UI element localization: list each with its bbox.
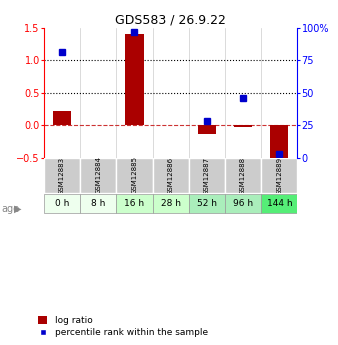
Bar	[225, 158, 261, 193]
Bar	[261, 158, 297, 193]
Text: age: age	[2, 204, 20, 214]
Bar	[44, 158, 80, 193]
Title: GDS583 / 26.9.22: GDS583 / 26.9.22	[115, 13, 226, 27]
Text: GSM12888: GSM12888	[240, 156, 246, 195]
Bar	[189, 194, 225, 213]
Bar	[270, 125, 288, 161]
Bar	[116, 158, 152, 193]
Bar	[116, 194, 152, 213]
Text: 28 h: 28 h	[161, 198, 181, 207]
Text: 96 h: 96 h	[233, 198, 253, 207]
Bar	[53, 111, 71, 125]
Bar	[261, 194, 297, 213]
Text: GSM12885: GSM12885	[131, 157, 138, 195]
Bar	[80, 158, 116, 193]
Bar	[189, 158, 225, 193]
Text: 0 h: 0 h	[55, 198, 69, 207]
Bar	[152, 194, 189, 213]
Text: GSM12886: GSM12886	[168, 156, 174, 195]
Text: 16 h: 16 h	[124, 198, 145, 207]
Text: GSM12889: GSM12889	[276, 156, 282, 195]
Text: 8 h: 8 h	[91, 198, 105, 207]
Bar	[198, 125, 216, 134]
Bar	[125, 34, 144, 125]
Bar	[225, 194, 261, 213]
Bar	[152, 158, 189, 193]
Bar	[80, 194, 116, 213]
Text: 144 h: 144 h	[267, 198, 292, 207]
Text: ▶: ▶	[14, 204, 21, 214]
Text: GSM12887: GSM12887	[204, 156, 210, 195]
Bar	[44, 194, 80, 213]
Text: GSM12883: GSM12883	[59, 156, 65, 195]
Text: 52 h: 52 h	[197, 198, 217, 207]
Text: GSM12884: GSM12884	[95, 157, 101, 195]
Bar	[234, 125, 252, 127]
Legend: log ratio, percentile rank within the sample: log ratio, percentile rank within the sa…	[38, 316, 208, 337]
